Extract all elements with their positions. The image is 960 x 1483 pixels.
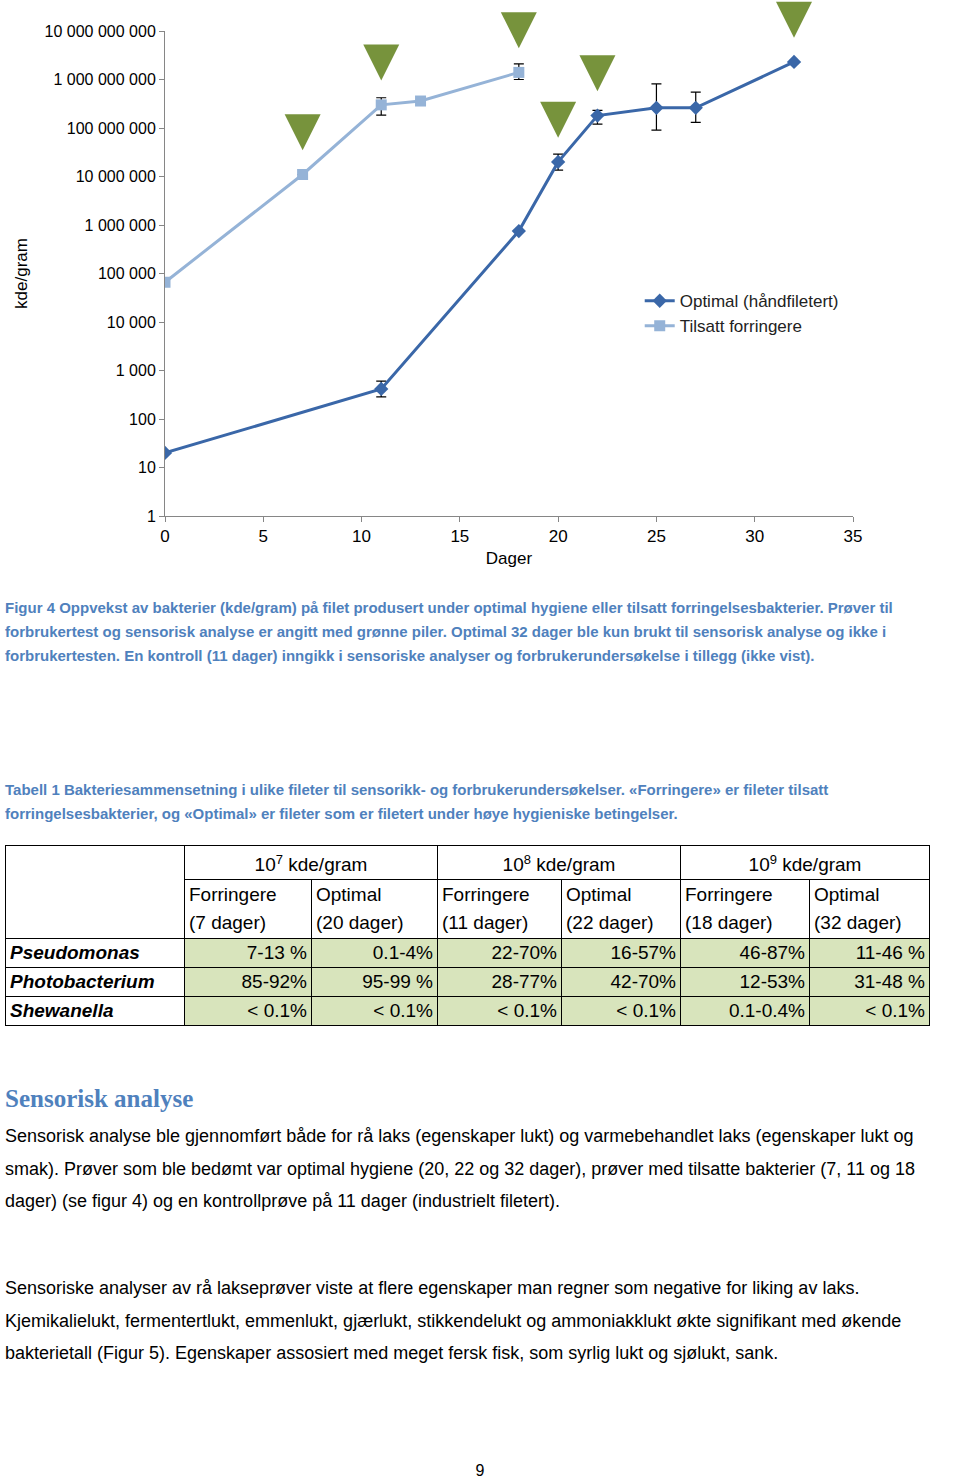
html-text:Optimal: Optimal — [814, 884, 880, 906]
svg-text:10: 10 — [352, 527, 371, 546]
svg-text:Dager: Dager — [486, 549, 533, 568]
html-text:Photobacterium: Photobacterium — [10, 971, 155, 993]
html-text:Sensorisk analyse ble gjennomf: Sensorisk analyse ble gjennomført både f… — [5, 1126, 916, 1211]
html-text:0.1-4%: 0.1-4% — [372, 942, 433, 964]
html-text:10: 10 — [502, 854, 524, 876]
html-text:9kde/gram: 9kde/gram — [769, 852, 862, 876]
svg-text:5: 5 — [259, 527, 268, 546]
svg-text:25: 25 — [647, 527, 666, 546]
svg-text:1 000 000 000: 1 000 000 000 — [53, 71, 155, 88]
html-text:22-70%: 22-70% — [491, 942, 557, 964]
html-text:Figur 4 Oppvekst av bakterier: Figur 4 Oppvekst av bakterier (kde/gram)… — [5, 599, 893, 664]
svg-text:1: 1 — [147, 508, 156, 525]
html-text:28-77%: 28-77% — [491, 971, 557, 993]
html-text:Pseudomonas: Pseudomonas — [10, 942, 140, 964]
html-text:Tabell 1 Bakteriesammensetning: Tabell 1 Bakteriesammensetning i ulike f… — [5, 781, 829, 822]
html-text:42-70%: 42-70% — [610, 971, 676, 993]
svg-text:kde/gram: kde/gram — [12, 238, 31, 309]
svg-text:Optimal (håndfiletert): Optimal (håndfiletert) — [680, 292, 839, 311]
html-text:Forringere: Forringere — [442, 884, 530, 906]
html-text:Sensorisk analyse: Sensorisk analyse — [5, 1085, 194, 1112]
html-text:9: 9 — [475, 1462, 485, 1479]
html-text:(11 dager): (11 dager) — [442, 912, 529, 934]
svg-text:10 000: 10 000 — [107, 314, 156, 331]
html-text:31-48 %: 31-48 % — [854, 971, 925, 993]
svg-text:1 000: 1 000 — [116, 362, 156, 379]
svg-text:10 000 000: 10 000 000 — [76, 168, 156, 185]
html-text:11-46 %: 11-46 % — [855, 942, 925, 964]
svg-text:100 000: 100 000 — [98, 265, 156, 282]
html-text:7-13 %: 7-13 % — [246, 942, 307, 964]
svg-text:35: 35 — [844, 527, 863, 546]
html-text:(18 dager): (18 dager) — [685, 912, 773, 934]
html-text:85-92%: 85-92% — [241, 971, 307, 993]
html-text:Optimal: Optimal — [316, 884, 382, 906]
html-text:Forringere: Forringere — [685, 884, 773, 906]
svg-text:1 000 000: 1 000 000 — [85, 217, 156, 234]
html-text:(22 dager): (22 dager) — [566, 912, 654, 934]
html-text:8kde/gram: 8kde/gram — [523, 852, 616, 876]
html-text:12-53%: 12-53% — [739, 971, 805, 993]
svg-text:10: 10 — [138, 459, 156, 476]
html-text:7kde/gram: 7kde/gram — [275, 852, 368, 876]
html-text:10: 10 — [254, 854, 276, 876]
html-text:95-99 %: 95-99 % — [362, 971, 433, 993]
html-text:10: 10 — [748, 854, 770, 876]
svg-text:0: 0 — [160, 527, 169, 546]
html-text:(7 dager): (7 dager) — [189, 912, 267, 934]
svg-text:100: 100 — [129, 411, 156, 428]
html-text:Optimal: Optimal — [566, 884, 632, 906]
html-text:< 0.1%: < 0.1% — [497, 1000, 557, 1022]
svg-text:10 000 000 000: 10 000 000 000 — [45, 23, 156, 40]
html-text:46-87%: 46-87% — [739, 942, 805, 964]
html-text:< 0.1%: < 0.1% — [373, 1000, 433, 1022]
html-text:Shewanella: Shewanella — [10, 1000, 114, 1022]
svg-text:20: 20 — [549, 527, 568, 546]
html-text:16-57%: 16-57% — [610, 942, 676, 964]
html-text:Forringere: Forringere — [189, 884, 277, 906]
html-text:(32 dager): (32 dager) — [814, 912, 902, 934]
html-text:0.1-0.4%: 0.1-0.4% — [729, 1000, 805, 1022]
svg-text:100 000 000: 100 000 000 — [67, 120, 156, 137]
svg-text:15: 15 — [450, 527, 469, 546]
svg-text:Tilsatt forringere: Tilsatt forringere — [680, 317, 802, 336]
svg-text:30: 30 — [745, 527, 764, 546]
html-text:< 0.1%: < 0.1% — [865, 1000, 925, 1022]
html-text:(20 dager): (20 dager) — [316, 912, 404, 934]
html-text:Sensoriske analyser av rå laks: Sensoriske analyser av rå lakseprøver vi… — [5, 1278, 902, 1363]
html-text:< 0.1%: < 0.1% — [616, 1000, 676, 1022]
html-text:< 0.1%: < 0.1% — [247, 1000, 307, 1022]
